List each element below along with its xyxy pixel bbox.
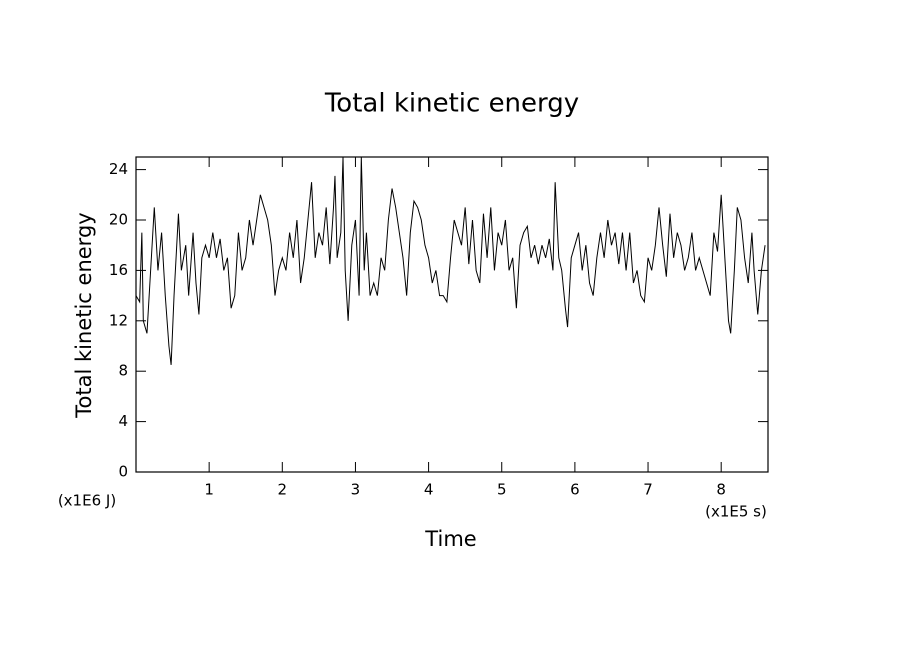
x-tick-label: 2 bbox=[278, 481, 288, 499]
x-axis-label: Time bbox=[424, 527, 476, 551]
x-tick-label: 5 bbox=[497, 481, 507, 499]
plot-frame bbox=[135, 156, 769, 473]
y-unit: (x1E6 J) bbox=[58, 492, 116, 510]
x-tick-label: 6 bbox=[570, 481, 580, 499]
data-line bbox=[135, 156, 766, 365]
chart-title: Total kinetic energy bbox=[324, 89, 579, 119]
x-tick-label: 3 bbox=[351, 481, 361, 499]
y-axis-label: Total kinetic energy bbox=[72, 212, 96, 418]
x-tick-label: 4 bbox=[424, 481, 434, 499]
x-tick-label: 1 bbox=[204, 481, 214, 499]
y-tick-label: 20 bbox=[109, 211, 128, 229]
y-tick-label: 16 bbox=[109, 261, 128, 279]
y-tick-label: 0 bbox=[118, 463, 128, 481]
x-tick-label: 8 bbox=[716, 481, 726, 499]
y-tick-label: 8 bbox=[118, 362, 128, 380]
y-tick-label: 24 bbox=[109, 160, 128, 178]
x-tick-label: 7 bbox=[643, 481, 653, 499]
y-tick-label: 4 bbox=[118, 412, 128, 430]
x-unit: (x1E5 s) bbox=[705, 503, 767, 521]
y-tick-label: 12 bbox=[109, 311, 128, 329]
